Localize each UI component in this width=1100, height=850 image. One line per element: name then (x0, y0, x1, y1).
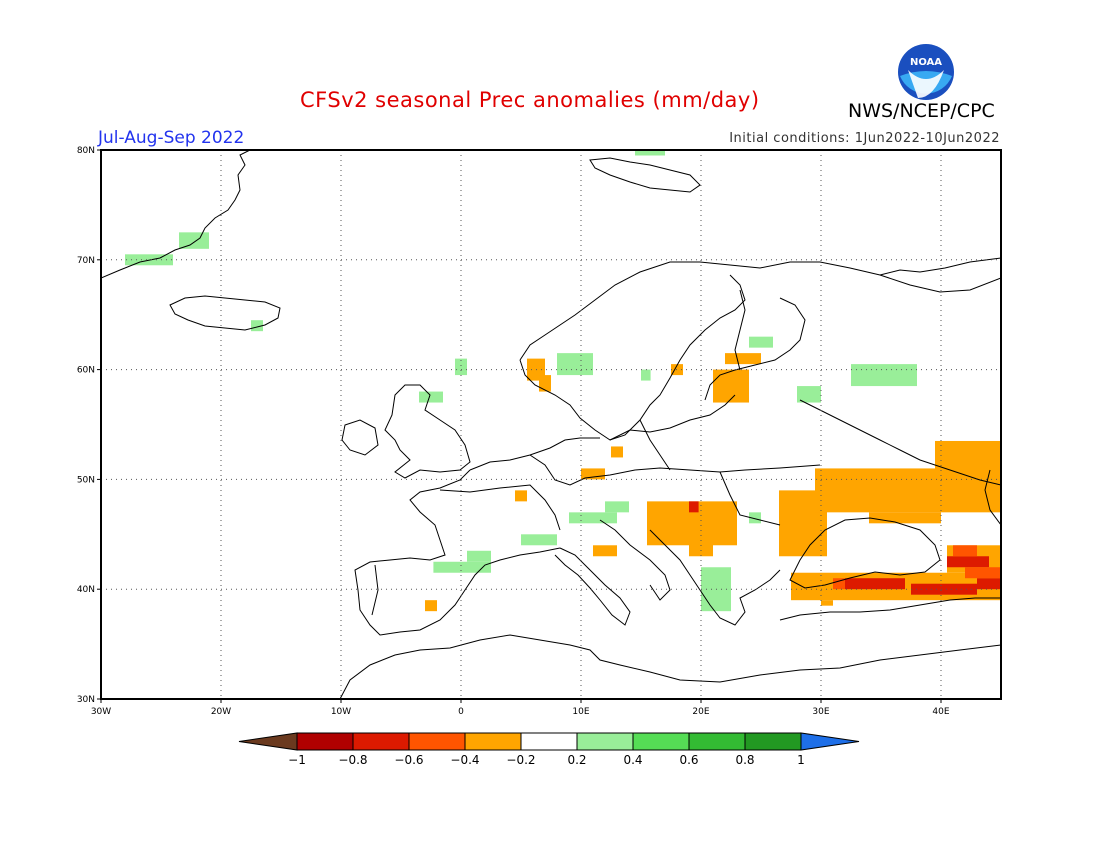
anomaly-cell (539, 375, 551, 392)
graticule (101, 150, 1001, 699)
initial-conditions-label: Initial conditions: 1Jun2022-10Jun2022 (729, 131, 1000, 146)
anomaly-cell (851, 364, 917, 387)
latitude-label: 70N (77, 256, 95, 266)
longitude-label: 20E (692, 707, 709, 717)
noaa-logo-text: NOAA (910, 57, 942, 68)
longitude-label: 30W (91, 707, 111, 717)
anomaly-cell (635, 150, 665, 156)
latitude-labels: 30N 40N 50N 60N 70N 80N (77, 146, 101, 705)
anomaly-cell (605, 501, 629, 513)
longitude-label: 20W (211, 707, 231, 717)
anomaly-cell (467, 550, 491, 562)
colorbar-max-arrow (800, 732, 860, 751)
anomaly-cell (179, 232, 209, 249)
noaa-logo: NOAA (896, 42, 956, 102)
anomaly-cell (433, 561, 491, 573)
colorbar-swatch (632, 732, 690, 751)
anomaly-cell (689, 501, 699, 513)
anomaly-cell (833, 578, 845, 590)
season-label: Jul-Aug-Sep 2022 (98, 128, 245, 148)
anomaly-cell (953, 545, 977, 557)
colorbar-swatch (464, 732, 522, 751)
anomaly-cell (749, 336, 773, 348)
colorbar-level-label: −0.2 (506, 753, 535, 767)
colorbar-level-label: −0.8 (338, 753, 367, 767)
anomaly-cell (797, 386, 821, 403)
anomaly-cell (569, 512, 617, 524)
colorbar-min-arrow (238, 732, 298, 751)
anomaly-cell (521, 534, 557, 546)
latitude-label: 50N (77, 475, 95, 485)
anomaly-cell (911, 583, 977, 595)
colorbar-level-label: 0.6 (679, 753, 698, 767)
latitude-label: 60N (77, 366, 95, 376)
colorbar-swatch (688, 732, 746, 751)
colorbar-level-label: 0.8 (735, 753, 754, 767)
map-title: CFSv2 seasonal Prec anomalies (mm/day) (300, 88, 760, 112)
colorbar-swatch (408, 732, 466, 751)
anomaly-cell (845, 578, 905, 590)
longitude-labels: 30W 20W 10W 0 10E 20E 30E 40E (91, 699, 950, 717)
anomaly-cell (455, 358, 467, 376)
colorbar-swatch (576, 732, 634, 751)
colorbar-level-label: −0.6 (394, 753, 423, 767)
colorbar-level-label: 0.4 (623, 753, 642, 767)
colorbar-swatch (352, 732, 410, 751)
anomaly-cell (611, 446, 623, 458)
anomaly-cells (125, 150, 1001, 612)
anomaly-cell (515, 490, 527, 502)
anomaly-cell (965, 567, 1001, 579)
anomaly-cell (713, 369, 749, 403)
colorbar-level-label: 1 (797, 753, 805, 767)
anomaly-cell (593, 545, 617, 557)
anomaly-cell (749, 512, 761, 524)
anomaly-cell (947, 556, 989, 568)
colorbar-swatch (744, 732, 802, 751)
longitude-label: 10E (572, 707, 589, 717)
longitude-label: 40E (932, 707, 949, 717)
anomaly-cell (419, 391, 443, 403)
colorbar-swatch (520, 732, 578, 751)
coastlines (101, 150, 1001, 699)
anomaly-cell (977, 578, 1001, 590)
anomaly-cell (251, 320, 263, 332)
anomaly-cell (425, 600, 437, 612)
latitude-label: 40N (77, 585, 95, 595)
anomaly-cell (821, 600, 833, 606)
colorbar-level-label: −1 (288, 753, 306, 767)
latitude-label: 30N (77, 695, 95, 705)
colorbar-level-label: 0.2 (567, 753, 586, 767)
anomaly-cell (581, 468, 605, 480)
anomaly-cell (725, 353, 761, 365)
colorbar-swatch (296, 732, 354, 751)
anomaly-cell (869, 512, 941, 524)
org-label: NWS/NCEP/CPC (848, 100, 995, 122)
longitude-label: 0 (458, 707, 464, 717)
anomaly-cell (641, 369, 651, 381)
colorbar-level-label: −0.4 (450, 753, 479, 767)
longitude-label: 30E (812, 707, 829, 717)
longitude-label: 10W (331, 707, 351, 717)
latitude-label: 80N (77, 146, 95, 156)
map-frame (100, 149, 1002, 700)
